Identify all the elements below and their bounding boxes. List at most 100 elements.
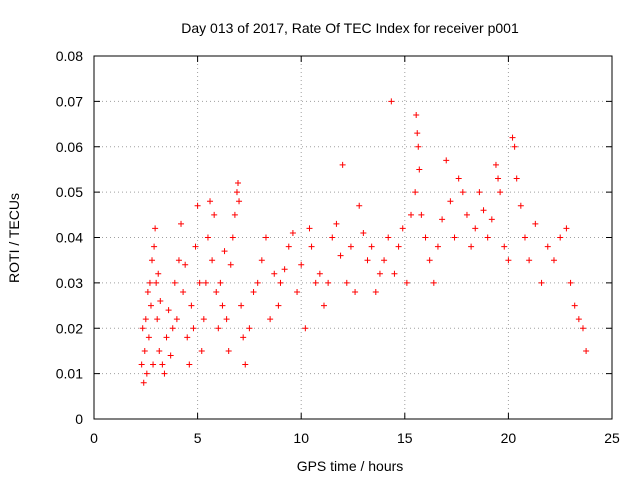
data-point	[238, 302, 245, 309]
data-point	[430, 279, 437, 286]
data-point	[294, 288, 301, 295]
data-point	[171, 279, 178, 286]
data-point	[213, 288, 220, 295]
data-point	[509, 134, 516, 141]
x-tick-label: 10	[293, 430, 309, 446]
data-point	[451, 234, 458, 241]
chart-title: Day 013 of 2017, Rate Of TEC Index for r…	[181, 20, 519, 36]
data-point	[455, 175, 462, 182]
data-point	[271, 270, 278, 277]
data-point	[484, 234, 491, 241]
data-point	[463, 211, 470, 218]
data-point	[147, 302, 154, 309]
data-point	[381, 257, 388, 264]
data-point	[178, 220, 185, 227]
data-point	[281, 266, 288, 273]
data-point	[352, 288, 359, 295]
data-point	[399, 225, 406, 232]
data-point	[476, 189, 483, 196]
data-point	[225, 347, 232, 354]
x-tick-label: 15	[397, 430, 413, 446]
data-point	[557, 234, 564, 241]
data-point	[198, 347, 205, 354]
data-point	[333, 220, 340, 227]
data-point	[233, 189, 240, 196]
data-point	[513, 175, 520, 182]
x-tick-label: 5	[194, 430, 202, 446]
y-axis-ticks: 0 0.01 0.02 0.03 0.04 0.05 0.06 0.07 0.08	[56, 48, 612, 427]
data-point	[412, 189, 419, 196]
data-point	[143, 370, 150, 377]
y-tick-label: 0.01	[56, 366, 83, 382]
data-point	[337, 252, 344, 259]
y-tick-label: 0.07	[56, 93, 83, 109]
data-point	[215, 325, 222, 332]
data-point	[167, 352, 174, 359]
data-point	[258, 257, 265, 264]
data-point	[385, 234, 392, 241]
data-point	[505, 257, 512, 264]
data-point	[254, 279, 261, 286]
data-point	[165, 307, 172, 314]
data-point	[434, 243, 441, 250]
data-point	[207, 198, 214, 205]
data-point	[145, 334, 152, 341]
data-point	[497, 189, 504, 196]
data-point	[240, 334, 247, 341]
x-tick-label: 20	[501, 430, 517, 446]
y-tick-label: 0.08	[56, 48, 83, 64]
data-point	[188, 302, 195, 309]
data-point	[302, 325, 309, 332]
data-point	[190, 325, 197, 332]
data-point	[196, 279, 203, 286]
data-point	[246, 325, 253, 332]
data-point	[142, 316, 149, 323]
data-points	[138, 98, 590, 386]
data-point	[161, 370, 168, 377]
data-point	[144, 288, 151, 295]
data-point	[200, 316, 207, 323]
data-point	[194, 202, 201, 209]
data-point	[262, 234, 269, 241]
y-tick-label: 0.03	[56, 275, 83, 291]
data-point	[138, 361, 145, 368]
data-point	[150, 361, 157, 368]
data-point	[275, 302, 282, 309]
data-point	[242, 361, 249, 368]
data-point	[180, 288, 187, 295]
data-point	[459, 189, 466, 196]
data-point	[219, 302, 226, 309]
data-point	[159, 361, 166, 368]
data-point	[422, 234, 429, 241]
data-point	[360, 229, 367, 236]
data-point	[439, 216, 446, 223]
data-point	[391, 270, 398, 277]
data-point	[182, 261, 189, 268]
data-point	[447, 198, 454, 205]
data-point	[501, 243, 508, 250]
data-point	[567, 279, 574, 286]
data-point	[563, 225, 570, 232]
data-point	[343, 279, 350, 286]
data-point	[364, 257, 371, 264]
data-point	[285, 243, 292, 250]
data-point	[141, 347, 148, 354]
data-point	[356, 202, 363, 209]
data-point	[217, 279, 224, 286]
x-axis-ticks: 0 5 10 15 20 25	[90, 56, 620, 446]
data-point	[325, 279, 332, 286]
data-point	[289, 229, 296, 236]
data-point	[156, 347, 163, 354]
data-point	[320, 302, 327, 309]
data-point	[517, 202, 524, 209]
y-tick-label: 0	[75, 411, 83, 427]
data-point	[575, 316, 582, 323]
data-point	[550, 257, 557, 264]
x-tick-label: 25	[604, 430, 620, 446]
data-point	[229, 234, 236, 241]
data-point	[184, 334, 191, 341]
data-point	[308, 243, 315, 250]
data-point	[368, 243, 375, 250]
data-point	[152, 225, 159, 232]
